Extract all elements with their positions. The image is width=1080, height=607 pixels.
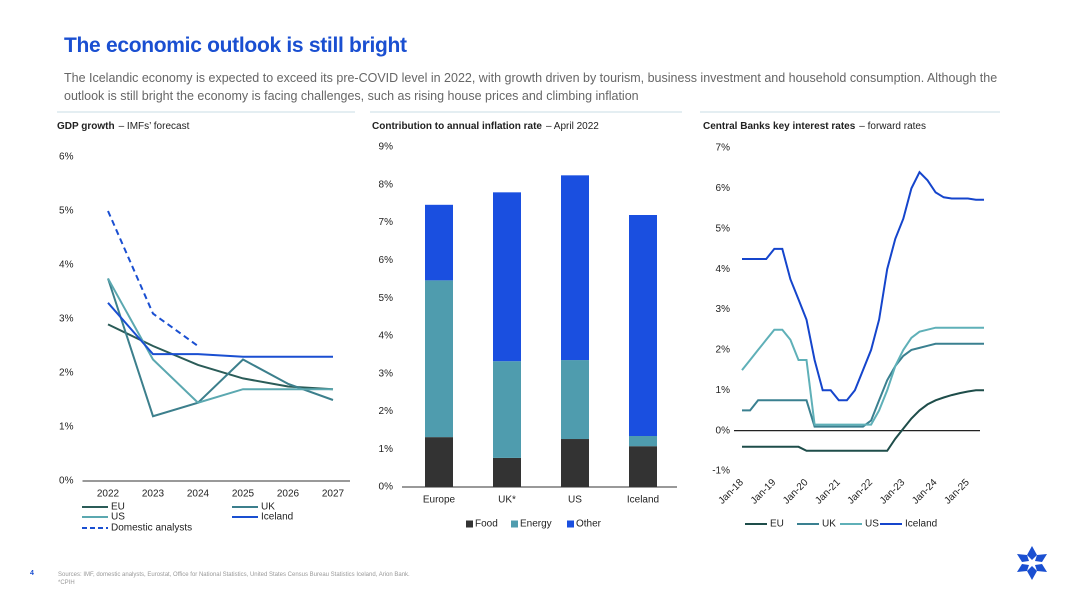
y-tick-label: 4% xyxy=(379,331,394,342)
bar-segment xyxy=(493,192,521,362)
chart-title-bold: GDP growth xyxy=(57,121,115,132)
slide-title: The economic outlook is still bright xyxy=(64,34,407,57)
y-tick-label: 6% xyxy=(59,152,74,163)
y-tick-label: 2% xyxy=(59,368,74,379)
bar-segment xyxy=(629,215,657,436)
legend-label: EU xyxy=(770,519,784,530)
y-tick-label: 5% xyxy=(59,206,74,217)
bar-segment xyxy=(561,439,589,487)
x-tick-label: 2025 xyxy=(232,489,255,500)
legend-label: Other xyxy=(576,519,602,530)
y-tick-label: 7% xyxy=(716,143,731,154)
logo xyxy=(1017,546,1047,580)
y-tick-label: 1% xyxy=(59,422,74,433)
x-tick-label: Jan-19 xyxy=(749,477,779,507)
bar-segment xyxy=(629,436,657,447)
series-line xyxy=(742,170,984,402)
series-line xyxy=(107,278,334,418)
series-line xyxy=(742,342,984,428)
y-tick-label: 0% xyxy=(59,476,74,487)
chart-title-rest: – IMFs’ forecast xyxy=(119,121,190,132)
x-tick-label: Europe xyxy=(423,495,456,506)
series-line xyxy=(742,389,984,452)
y-tick-label: 5% xyxy=(379,293,394,304)
x-tick-label: US xyxy=(568,495,582,506)
chart-title-bold: Central Banks key interest rates xyxy=(703,121,856,132)
x-tick-label: Jan-23 xyxy=(878,477,908,507)
x-tick-label: Jan-24 xyxy=(910,477,940,507)
bar-segment xyxy=(425,280,453,438)
x-tick-label: Jan-20 xyxy=(781,477,811,507)
sources: Sources: IMF, domestic analysts, Eurosta… xyxy=(58,572,410,586)
chart-title: Central Banks key interest rates – forwar… xyxy=(703,121,926,132)
chart-title-bold: Contribution to annual inflation rate xyxy=(372,121,542,132)
y-tick-label: 1% xyxy=(379,444,394,455)
legend-label: UK xyxy=(261,502,275,513)
legend-label: Iceland xyxy=(261,512,293,523)
bar-segment xyxy=(493,361,521,458)
x-tick-label: UK* xyxy=(498,495,516,506)
bar-segment xyxy=(561,360,589,440)
y-tick-label: 2% xyxy=(379,406,394,417)
legend-swatch xyxy=(511,520,518,528)
legend-swatch xyxy=(466,520,473,528)
x-tick-label: Jan-18 xyxy=(717,477,747,507)
y-tick-label: 6% xyxy=(379,255,394,266)
legend-label: EU xyxy=(111,502,125,513)
bar-segment xyxy=(425,437,453,487)
legend-label: Energy xyxy=(520,519,552,530)
legend-label: US xyxy=(865,519,879,530)
y-tick-label: 0% xyxy=(716,425,731,436)
x-tick-label: 2024 xyxy=(187,489,210,500)
legend-swatch xyxy=(567,520,574,528)
series-line xyxy=(107,210,199,347)
x-tick-label: 2023 xyxy=(142,489,165,500)
chart-title-rest: – April 2022 xyxy=(546,121,599,132)
legend-label: Food xyxy=(475,519,498,530)
y-tick-label: 3% xyxy=(59,314,74,325)
chart-title: Contribution to annual inflation rate – A… xyxy=(372,121,599,132)
x-tick-label: Iceland xyxy=(627,495,659,506)
series-line xyxy=(741,326,984,426)
x-tick-label: Jan-21 xyxy=(813,477,843,507)
y-tick-label: 4% xyxy=(59,260,74,271)
bar-segment xyxy=(629,446,657,487)
y-tick-label: 7% xyxy=(379,217,394,228)
y-tick-label: -1% xyxy=(712,466,730,477)
y-tick-label: 3% xyxy=(379,368,394,379)
x-tick-label: Jan-22 xyxy=(846,477,876,507)
legend-label: UK xyxy=(822,519,836,530)
legend-label: Domestic analysts xyxy=(111,523,192,534)
x-tick-label: 2026 xyxy=(277,489,300,500)
bar-segment xyxy=(561,175,589,361)
chart-title-rest: – forward rates xyxy=(859,121,926,132)
legend-label: Iceland xyxy=(905,519,937,530)
y-tick-label: 3% xyxy=(716,304,731,315)
y-tick-label: 5% xyxy=(716,223,731,234)
x-tick-label: 2027 xyxy=(322,489,345,500)
x-tick-label: 2022 xyxy=(97,489,120,500)
y-tick-label: 8% xyxy=(379,179,394,190)
series-line xyxy=(107,302,333,358)
y-tick-label: 6% xyxy=(716,183,731,194)
page-number: 4 xyxy=(30,570,34,577)
y-tick-label: 9% xyxy=(379,142,394,153)
x-tick-label: Jan-25 xyxy=(942,477,972,507)
chart-title: GDP growth – IMFs’ forecast xyxy=(57,121,190,132)
y-tick-label: 1% xyxy=(716,385,731,396)
slide-subtitle: The Icelandic economy is expected to exc… xyxy=(64,71,998,103)
bar-segment xyxy=(425,204,453,281)
y-tick-label: 0% xyxy=(379,482,394,493)
y-tick-label: 2% xyxy=(716,345,731,356)
legend-label: US xyxy=(111,512,125,523)
y-tick-label: 4% xyxy=(716,264,731,275)
bar-segment xyxy=(493,457,521,487)
